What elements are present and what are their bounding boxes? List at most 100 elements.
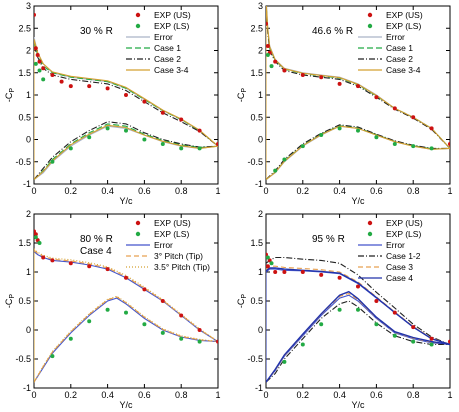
plot-data-area: [34, 12, 218, 181]
y-axis-label: -CP: [236, 88, 248, 103]
x-tick-label: 0: [31, 186, 36, 196]
data-point-exp-us-: [41, 66, 46, 71]
data-point-exp-ls-: [197, 339, 202, 344]
data-point-exp-ls-: [50, 354, 55, 359]
data-point-exp-us-: [266, 44, 270, 49]
data-point-exp-us-: [197, 128, 202, 133]
data-point-exp-ls-: [356, 307, 360, 312]
series-line-case-2-lower: [34, 121, 218, 180]
data-point-exp-ls-: [87, 135, 92, 140]
data-point-exp-ls-: [392, 333, 397, 338]
legend-label-case-4: Case 4: [386, 273, 413, 283]
x-tick-label: 0.4: [101, 186, 114, 196]
x-tick-label: 0.6: [370, 186, 383, 196]
data-point-exp-ls-: [266, 255, 270, 260]
data-point-exp-us-: [41, 255, 46, 260]
data-point-exp-ls-: [411, 339, 416, 344]
x-tick-label: 1: [447, 390, 452, 400]
data-point-exp-ls-: [68, 146, 73, 151]
data-point-exp-us-: [68, 84, 73, 89]
x-tick-label: 0.2: [297, 186, 310, 196]
data-point-exp-us-: [448, 141, 450, 146]
plot-data-area: [266, 252, 450, 383]
data-point-exp-ls-: [282, 359, 287, 364]
y-tick-label: 0.5: [18, 296, 31, 306]
y-tick-label: 2.5: [18, 23, 31, 33]
y-tick-label: -1: [255, 179, 263, 189]
data-point-exp-ls-: [300, 342, 305, 347]
data-point-exp-us-: [337, 275, 342, 280]
data-point-exp-us-: [105, 86, 110, 91]
y-tick-label: -1: [23, 383, 31, 393]
x-tick-label: 0.8: [407, 390, 420, 400]
y-axis-label-subscript: P: [9, 294, 16, 299]
x-tick-label: 0.8: [175, 390, 188, 400]
y-tick-label: -0.5: [247, 157, 263, 167]
data-point-exp-ls-: [374, 135, 379, 140]
x-tick-label: 0.6: [138, 186, 151, 196]
y-tick-label: -1: [23, 179, 31, 189]
x-tick-label: 1: [215, 186, 220, 196]
panel-title: 80 % R: [80, 234, 113, 245]
y-tick-label: 0: [258, 325, 263, 335]
legend-label-case-1-2: Case 1-2: [386, 251, 421, 261]
data-point-exp-ls-: [392, 141, 397, 146]
data-point-exp-us-: [267, 258, 272, 263]
chart-panel-4: 0 0.2 0.4 0.6 0.8 1 -1 -0.5 0 0.5 1 1.5 2 Y/c -CP 95 % …: [236, 209, 453, 410]
data-point-exp-ls-: [179, 146, 184, 151]
legend-label-case-2: Case 2: [386, 54, 413, 64]
data-point-exp-ls-: [37, 241, 42, 245]
legend-label-case-3-4: Case 3-4: [154, 65, 189, 75]
y-tick-label: 0: [26, 325, 31, 335]
data-point-exp-us-: [59, 79, 64, 84]
data-point-exp-us-: [273, 59, 278, 64]
data-point-exp-us-: [50, 72, 55, 77]
y-tick-label: 1.5: [18, 238, 31, 248]
legend-label-exp-ls-: EXP (LS): [386, 21, 421, 31]
legend-label-error: Error: [386, 240, 405, 250]
x-tick-label: 1: [215, 390, 220, 400]
data-point-exp-us-: [356, 84, 360, 89]
data-point-exp-ls-: [269, 64, 274, 69]
series-line-case-4-lower: [266, 290, 450, 383]
data-point-exp-us-: [37, 59, 42, 64]
series-line-case-3-upper: [266, 265, 450, 346]
x-tick-label: 0.6: [370, 390, 383, 400]
data-point-exp-us-: [87, 264, 92, 269]
data-point-exp-us-: [266, 264, 270, 269]
y-axis-label: -CP: [4, 294, 16, 309]
legend-label-exp-ls-: EXP (LS): [386, 229, 421, 239]
y-tick-label: -0.5: [15, 157, 31, 167]
y-tick-label: 0.5: [250, 296, 263, 306]
data-point-exp-us-: [124, 93, 128, 97]
y-tick-label: -0.5: [15, 354, 31, 364]
data-point-exp-ls-: [87, 319, 92, 324]
data-point-exp-ls-: [34, 235, 38, 240]
y-tick-label: 0.5: [250, 112, 263, 122]
data-point-exp-ls-: [179, 336, 184, 341]
x-axis-label: Y/c: [351, 400, 365, 410]
data-point-exp-us-: [34, 232, 38, 237]
legend-label-3-5-pitch-tip-: 3.5° Pitch (Tip): [154, 262, 210, 272]
series-line-case-1-lower: [34, 123, 218, 180]
y-axis-label-subscript: P: [241, 294, 248, 299]
data-point-exp-us-: [300, 270, 305, 274]
legend-marker-exp-us-: [135, 220, 141, 226]
plot-data-area: [34, 229, 218, 383]
data-point-exp-us-: [319, 272, 324, 277]
data-point-exp-ls-: [282, 157, 287, 162]
x-tick-label: 0: [31, 390, 36, 400]
legend-label-case-3: Case 3: [386, 262, 413, 272]
data-point-exp-us-: [35, 238, 40, 243]
data-point-exp-us-: [179, 117, 184, 122]
data-point-exp-ls-: [50, 159, 55, 164]
series-line-3-pitch-tip--lower: [34, 296, 218, 383]
data-point-exp-us-: [216, 339, 218, 344]
plot-frame: [33, 213, 219, 389]
panel-title: 30 % R: [80, 26, 113, 37]
x-axis-label: Y/c: [119, 196, 133, 206]
legend-marker-exp-us-: [367, 12, 373, 18]
data-point-exp-ls-: [124, 310, 128, 315]
data-point-exp-us-: [374, 299, 379, 303]
data-point-exp-us-: [142, 287, 147, 292]
